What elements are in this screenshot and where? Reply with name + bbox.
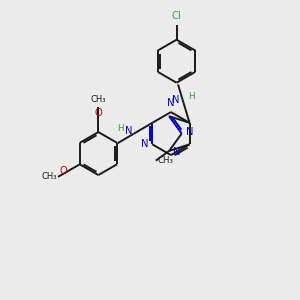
- Text: N: N: [172, 95, 180, 105]
- Text: O: O: [94, 108, 102, 118]
- Text: H: H: [118, 124, 124, 133]
- Text: CH₃: CH₃: [41, 172, 56, 182]
- Text: Cl: Cl: [172, 11, 182, 21]
- Text: N: N: [186, 127, 193, 137]
- Text: N: N: [167, 98, 175, 109]
- Text: CH₃: CH₃: [157, 156, 173, 165]
- Text: N: N: [173, 148, 180, 158]
- Text: O: O: [60, 166, 68, 176]
- Text: CH₃: CH₃: [91, 95, 106, 104]
- Text: N: N: [141, 139, 149, 149]
- Text: H: H: [188, 92, 194, 101]
- Text: N: N: [125, 126, 132, 136]
